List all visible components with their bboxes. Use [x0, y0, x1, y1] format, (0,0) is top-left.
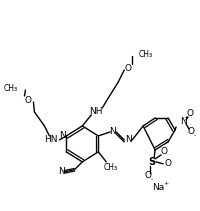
- Text: O: O: [160, 147, 167, 156]
- Text: O: O: [186, 110, 193, 119]
- Text: S: S: [148, 157, 155, 167]
- Text: O: O: [187, 127, 194, 137]
- Text: N: N: [108, 127, 115, 137]
- Text: +: +: [183, 115, 188, 120]
- Text: NH: NH: [89, 107, 103, 116]
- Text: CH₃: CH₃: [3, 84, 17, 93]
- Text: +: +: [163, 181, 168, 186]
- Text: O: O: [164, 159, 171, 168]
- Text: HN: HN: [43, 135, 57, 144]
- Text: CH₃: CH₃: [103, 163, 117, 172]
- Text: N: N: [58, 167, 64, 176]
- Text: O: O: [144, 171, 151, 180]
- Text: -: -: [150, 177, 152, 182]
- Text: -: -: [193, 133, 195, 138]
- Text: N: N: [124, 135, 131, 144]
- Text: CH₃: CH₃: [137, 50, 152, 59]
- Text: O: O: [25, 96, 32, 104]
- Text: N: N: [59, 131, 65, 140]
- Text: O: O: [124, 64, 131, 73]
- Text: Na: Na: [151, 183, 163, 192]
- Text: N: N: [179, 118, 185, 126]
